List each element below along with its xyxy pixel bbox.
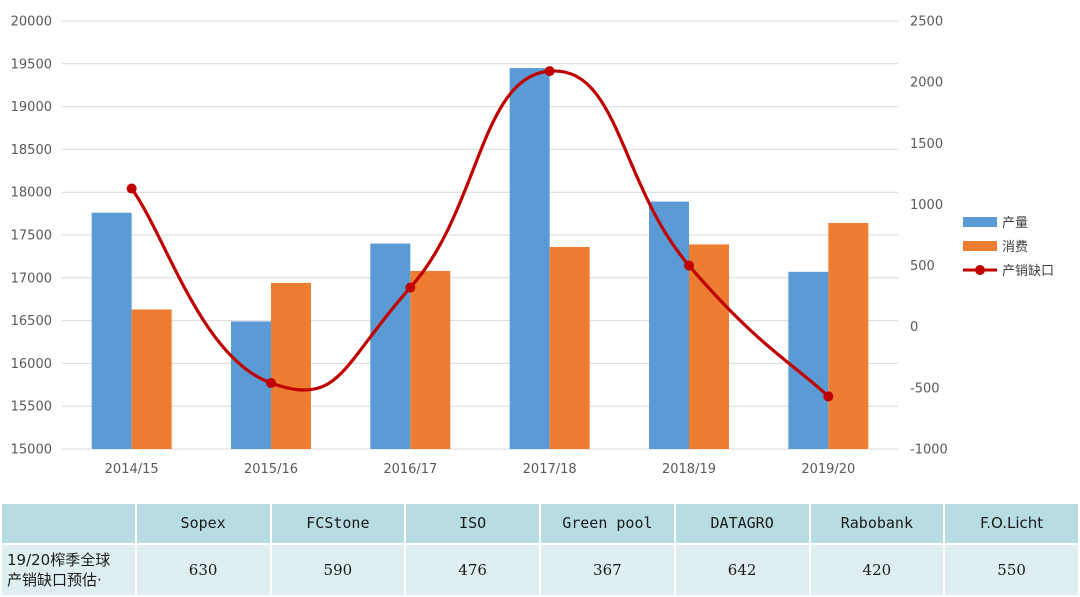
header-rabobank: Rabobank [810,504,944,543]
row-label: 19/20榨季全球 产销缺口预估· [2,544,135,595]
table-header-row: Sopex FCStone ISO Green pool DATAGRO Rab… [2,504,1078,543]
bars [91,68,869,449]
bar-production [509,68,550,449]
legend-marker [975,265,985,275]
bar-consumption [410,270,451,449]
y-left-tick-label: 19500 [11,57,52,72]
header-datagro: DATAGRO [675,504,809,543]
x-axis: 2014/15 2015/16 2016/17 2017/18 2018/19 2019/… [105,462,856,477]
value-fcstone: 590 [271,544,405,595]
row-label-line-2: 产销缺口预估· [7,570,102,589]
gap-point [126,183,137,194]
right-axis: -1000 -500 0 500 1000 1500 2000 2500 [910,15,948,458]
value-datagro: 642 [675,544,809,595]
y-left-tick-label: 18500 [11,143,52,158]
y-left-tick-label: 17500 [11,229,52,244]
value-sopex: 630 [136,544,270,595]
x-tick-label: 2019/20 [801,462,855,477]
y-right-tick-label: -500 [910,381,940,396]
bar-production [91,212,132,449]
estimates-table: Sopex FCStone ISO Green pool DATAGRO Rab… [0,502,1080,597]
gap-point [544,66,555,77]
legend-swatch [963,241,997,251]
x-tick-label: 2017/18 [523,462,577,477]
bar-production [231,321,271,449]
y-left-tick-label: 18000 [11,186,52,201]
header-fcstone: FCStone [271,504,405,543]
y-left-tick-label: 20000 [11,15,52,30]
table-row: 19/20榨季全球 产销缺口预估· 630 590 476 367 642 42… [2,544,1078,595]
gap-point [684,260,694,271]
header-fo-licht: F.O.Licht [945,504,1078,543]
bar-production [370,243,411,449]
header-sopex: Sopex [136,504,270,543]
chart: 1500015500160001650017000175001800018500… [11,15,1054,478]
x-tick-label: 2014/15 [105,462,159,477]
y-left-tick-label: 15500 [11,400,52,415]
y-right-tick-label: -1000 [910,443,948,458]
bar-production [649,201,689,449]
legend-label: 消费 [1002,240,1028,255]
y-right-tick-label: 1500 [910,137,943,152]
header-green-pool: Green pool [541,504,674,543]
y-left-tick-label: 16000 [11,357,52,372]
y-right-tick-label: 2000 [910,76,943,91]
y-right-tick-label: 2500 [910,15,943,30]
gap-point [266,377,276,388]
table-corner-cell [2,504,135,543]
bar-production [788,271,829,449]
y-right-tick-label: 1000 [910,198,943,213]
bar-consumption [131,309,172,449]
bar-consumption [689,244,729,449]
x-tick-label: 2015/16 [244,462,298,477]
gap-point [823,391,834,402]
legend-swatch [963,217,997,227]
value-rabobank: 420 [810,544,944,595]
y-left-tick-label: 16500 [11,314,52,329]
gap-line-series [126,66,834,402]
value-iso: 476 [406,544,539,595]
y-left-tick-label: 17000 [11,271,52,286]
y-right-tick-label: 500 [910,259,935,274]
bar-consumption [549,246,590,449]
y-left-tick-label: 19000 [11,100,52,115]
header-iso: ISO [406,504,539,543]
x-tick-label: 2018/19 [662,462,716,477]
legend-label: 产销缺口 [1002,264,1054,279]
value-fo-licht: 550 [945,544,1078,595]
x-tick-label: 2016/17 [383,462,437,477]
bar-consumption [828,223,869,449]
value-green-pool: 367 [541,544,674,595]
left-axis: 15000 15500 16000 16500 17000 17500 18000 18500… [11,15,52,458]
bar-consumption [271,282,311,449]
gridlines [62,20,898,450]
legend-label: 产量 [1002,216,1028,231]
y-left-tick-label: 15000 [11,443,52,458]
y-right-tick-label: 0 [910,320,918,335]
gap-point [405,282,416,293]
row-label-line-1: 19/20榨季全球 [7,550,111,569]
